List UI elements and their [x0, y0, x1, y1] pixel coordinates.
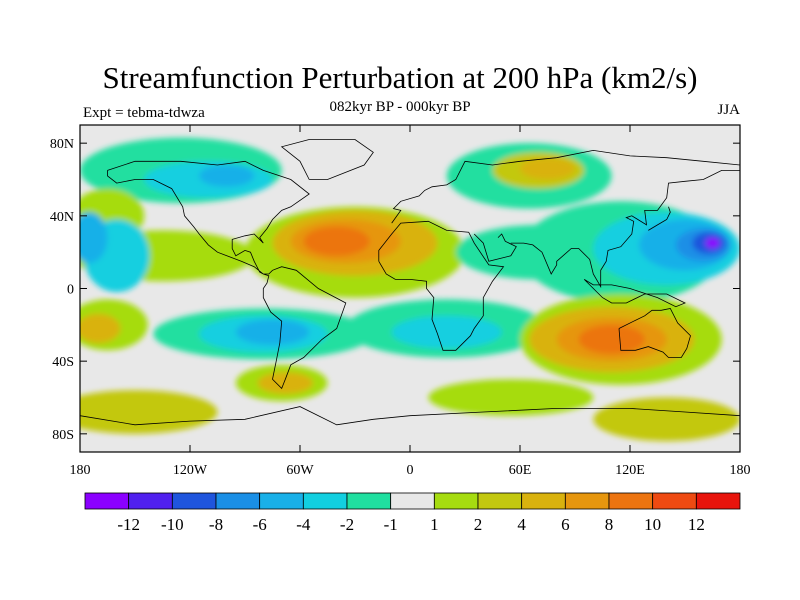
coastline-6 [648, 206, 671, 231]
coastline-2 [391, 149, 740, 224]
colorbar-label: -8 [209, 515, 223, 534]
field-contour-13 [80, 212, 108, 264]
field-contour-2 [199, 164, 255, 187]
field-contour-36 [593, 397, 740, 442]
field-contour-25 [391, 315, 502, 349]
lat-tick-label: 0 [67, 283, 74, 298]
colorbar-swatch [259, 492, 304, 510]
field-contour-34 [428, 379, 594, 416]
coastline-0 [107, 160, 347, 390]
longitude-axis: 180 120W 60W 0 60E 120E 180 [70, 125, 751, 478]
coastline-5 [510, 169, 740, 289]
lon-tick-label: 0 [407, 463, 414, 478]
lon-tick-label: 120W [173, 463, 208, 478]
coastline-3 [378, 220, 505, 351]
colorbar-label: 8 [605, 515, 614, 534]
coastline-1 [280, 139, 374, 180]
colorbar-label: 10 [644, 515, 661, 534]
colorbar-swatch [608, 492, 654, 510]
lon-tick-label: 60E [509, 463, 532, 478]
field-contour-35 [80, 390, 218, 434]
season-label: JJA [717, 102, 740, 118]
lon-tick-label: 180 [70, 463, 91, 478]
colorbar-swatch [390, 492, 435, 510]
lat-tick-label: 40S [52, 355, 74, 370]
colorbar-swatch [84, 492, 130, 510]
colorbar-label: -10 [161, 515, 184, 534]
colorbar-swatch [477, 492, 523, 510]
colorbar-swatch [564, 492, 610, 510]
field-contour-5 [520, 157, 575, 180]
colorbar-swatch [695, 492, 741, 510]
colorbar-swatch [433, 492, 479, 510]
coastline-8 [583, 279, 686, 308]
field-contour-23 [235, 319, 310, 345]
field-contour-9 [303, 226, 370, 256]
colorbar-label: 1 [430, 515, 439, 534]
lat-tick-label: 80N [50, 137, 74, 152]
colorbar-swatch [346, 492, 392, 510]
colorbar-swatch [652, 492, 697, 510]
lat-tick-label: 80S [52, 428, 74, 443]
colorbar-label: 12 [688, 515, 705, 534]
colorbar-label: -12 [117, 515, 140, 534]
colorbar-swatch [128, 492, 173, 510]
colorbar-label: 6 [561, 515, 570, 534]
coastline-9 [80, 406, 740, 426]
coastline-4 [473, 233, 517, 262]
colorbar-label: -4 [296, 515, 311, 534]
colorbar-label: -2 [340, 515, 354, 534]
time-range-label: 082kyr BP - 000kyr BP [329, 99, 471, 115]
streamfunction-field [80, 137, 740, 442]
lat-tick-label: 40N [50, 210, 74, 225]
field-contour-33 [578, 324, 645, 354]
colorbar-label: 2 [474, 515, 483, 534]
colorbar-label: 4 [517, 515, 526, 534]
latitude-axis: 80N 40N 0 40S 80S [50, 137, 740, 443]
colorbar-label: -1 [384, 515, 398, 534]
colorbar-swatch [171, 492, 217, 510]
field-contour-29 [257, 372, 313, 394]
experiment-label: Expt = tebma-tdwza [83, 105, 205, 121]
colorbar: -12 -10 -8 -6 -4 -2 -1 1 2 4 6 8 10 12 [84, 492, 741, 534]
plot-title: Streamfunction Perturbation at 200 hPa (… [102, 60, 698, 95]
field-contour-20 [705, 237, 720, 249]
colorbar-swatch [521, 492, 566, 510]
lon-tick-label: 60W [286, 463, 314, 478]
colorbar-label: -6 [253, 515, 267, 534]
coastlines [80, 139, 740, 426]
lon-tick-label: 180 [730, 463, 751, 478]
colorbar-swatch [302, 492, 348, 510]
field-contour-27 [80, 313, 121, 343]
colorbar-swatch [215, 492, 261, 510]
coastline-7 [618, 308, 691, 358]
lon-tick-label: 120E [615, 463, 645, 478]
